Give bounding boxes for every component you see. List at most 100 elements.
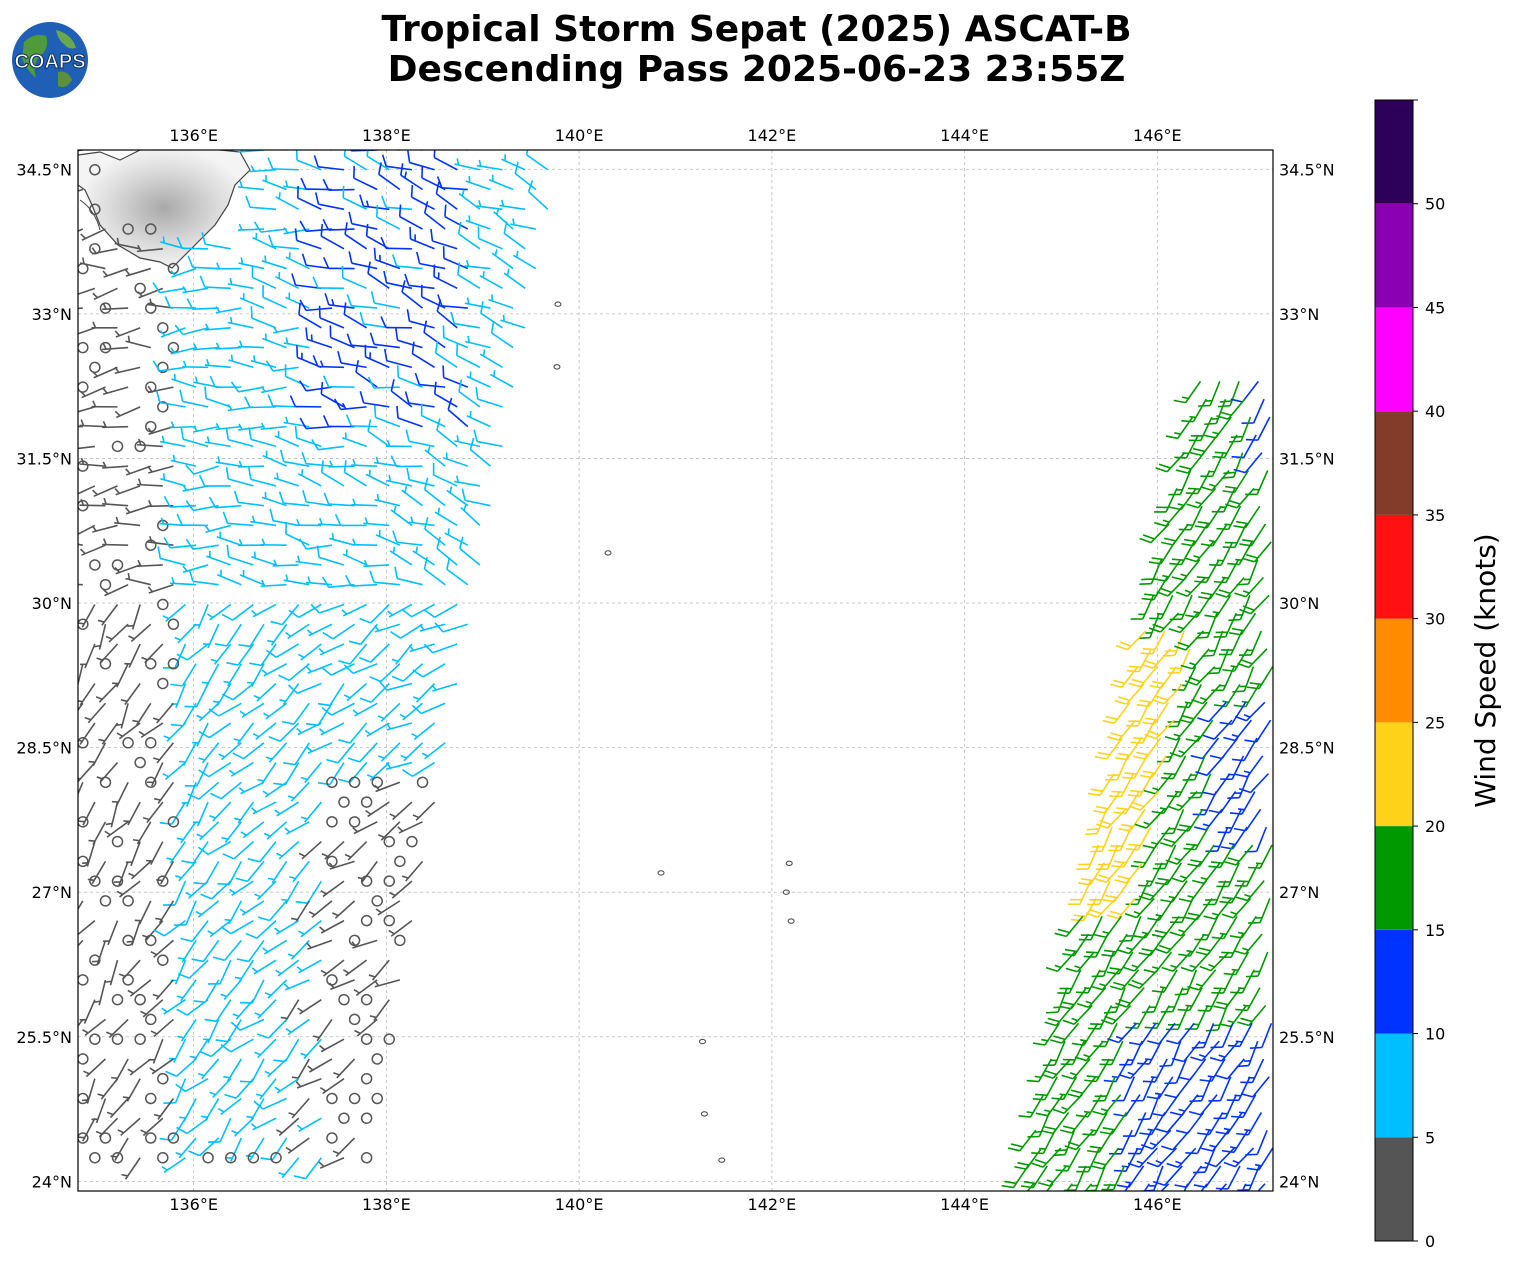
- wind-barb: [91, 247, 118, 255]
- wind-barb: [322, 256, 355, 270]
- wind-barb: [215, 262, 242, 270]
- wind-barb: [106, 1018, 129, 1039]
- wind-barb: [1035, 1094, 1064, 1117]
- wind-barb: [318, 722, 345, 736]
- wind-barb: [359, 194, 390, 211]
- wind-barb: [113, 861, 129, 886]
- wind-barb: [253, 1097, 287, 1110]
- lat-tick-label-right: 27°N: [1279, 883, 1319, 902]
- wind-barb: [182, 286, 209, 294]
- wind-barb: [1125, 826, 1152, 851]
- wind-barb: [208, 1117, 232, 1143]
- wind-barb: [433, 381, 458, 408]
- wind-barb: [419, 623, 446, 632]
- wind-barb: [324, 293, 355, 309]
- wind-barb: [79, 999, 96, 1024]
- wind-barb: [1140, 1129, 1172, 1150]
- wind-barb: [367, 419, 390, 448]
- wind-barb: [209, 1078, 232, 1099]
- wind-barb: [1063, 1165, 1087, 1191]
- wind-barb: [446, 486, 469, 507]
- wind-barb: [343, 663, 378, 675]
- wind-barb: [99, 1132, 112, 1144]
- wind-barb: [283, 574, 310, 586]
- wind-barb: [442, 246, 469, 270]
- wind-barb: [176, 999, 209, 1016]
- wind-barb: [1109, 773, 1135, 798]
- wind-barb: [102, 920, 119, 946]
- wind-barb: [338, 796, 350, 808]
- wind-barb: [398, 204, 423, 230]
- wind-barb: [1041, 1111, 1070, 1135]
- wind-barb: [227, 277, 254, 290]
- wind-barb: [176, 821, 197, 844]
- wind-barb: [348, 623, 378, 646]
- wind-barb: [344, 841, 368, 861]
- wind-barb: [56, 839, 72, 865]
- wind-barb: [287, 781, 310, 802]
- wind-barb: [360, 993, 373, 1006]
- wind-barb: [386, 722, 413, 731]
- wind-barb: [66, 638, 79, 651]
- wind-barb: [186, 298, 219, 311]
- wind-barb: [118, 959, 141, 980]
- wind-barb: [253, 682, 277, 702]
- wind-barb: [1074, 1183, 1093, 1191]
- wind-barb: [215, 342, 242, 350]
- wind-barb: [1218, 1004, 1247, 1028]
- wind-barb: [251, 265, 277, 290]
- wind-barb: [1152, 683, 1183, 705]
- wind-barb: [182, 360, 209, 369]
- wind-barb: [1180, 648, 1210, 670]
- wind-barb: [147, 535, 174, 546]
- wind-barb: [423, 477, 446, 507]
- wind-barb: [374, 781, 401, 793]
- wind-barb: [124, 267, 151, 277]
- wind-barb: [1090, 1147, 1120, 1170]
- wind-barb: [239, 702, 265, 718]
- wind-barb: [1074, 1040, 1105, 1062]
- wind-barb: [1014, 1147, 1043, 1170]
- wind-barb: [1115, 1183, 1131, 1191]
- wind-barb: [145, 658, 157, 670]
- wind-barb: [1151, 1094, 1180, 1117]
- wind-barb: [408, 643, 435, 653]
- wind-barb: [366, 761, 390, 781]
- wind-barb: [412, 546, 436, 566]
- wind-barb: [165, 1058, 197, 1078]
- wind-barb: [247, 663, 265, 688]
- colorbar-tick-label: 30: [1425, 610, 1445, 629]
- wind-barb: [489, 150, 514, 151]
- wind-barb: [307, 1058, 333, 1073]
- wind-barb: [297, 998, 322, 1015]
- wind-barb: [1129, 1022, 1157, 1046]
- wind-barb: [341, 432, 367, 448]
- wind-barb: [360, 1112, 373, 1124]
- wind-barb: [122, 895, 134, 907]
- wind-barb: [128, 623, 152, 643]
- wind-barb: [111, 1058, 129, 1083]
- wind-barb: [406, 309, 435, 329]
- wind-barb: [1071, 898, 1098, 922]
- wind-barb: [285, 1018, 310, 1036]
- wind-barb: [352, 702, 378, 717]
- wind-barb: [134, 756, 146, 769]
- wind-barb: [1200, 469, 1230, 491]
- island: [718, 1157, 726, 1163]
- wind-barb: [105, 959, 119, 986]
- wind-barb: [503, 221, 526, 250]
- wind-barb: [1192, 1147, 1216, 1174]
- wind-barb: [78, 381, 89, 393]
- wind-barb: [89, 954, 101, 966]
- wind-barb: [147, 385, 174, 394]
- wind-barb: [185, 538, 219, 551]
- wind-barb: [189, 1038, 209, 1062]
- wind-barb: [318, 305, 345, 329]
- island: [782, 889, 790, 895]
- wind-barb: [383, 348, 413, 369]
- wind-barb: [217, 860, 243, 886]
- wind-barb: [1161, 1129, 1191, 1151]
- wind-barb: [234, 959, 255, 983]
- wind-barb: [132, 702, 152, 726]
- wind-barb: [254, 999, 277, 1019]
